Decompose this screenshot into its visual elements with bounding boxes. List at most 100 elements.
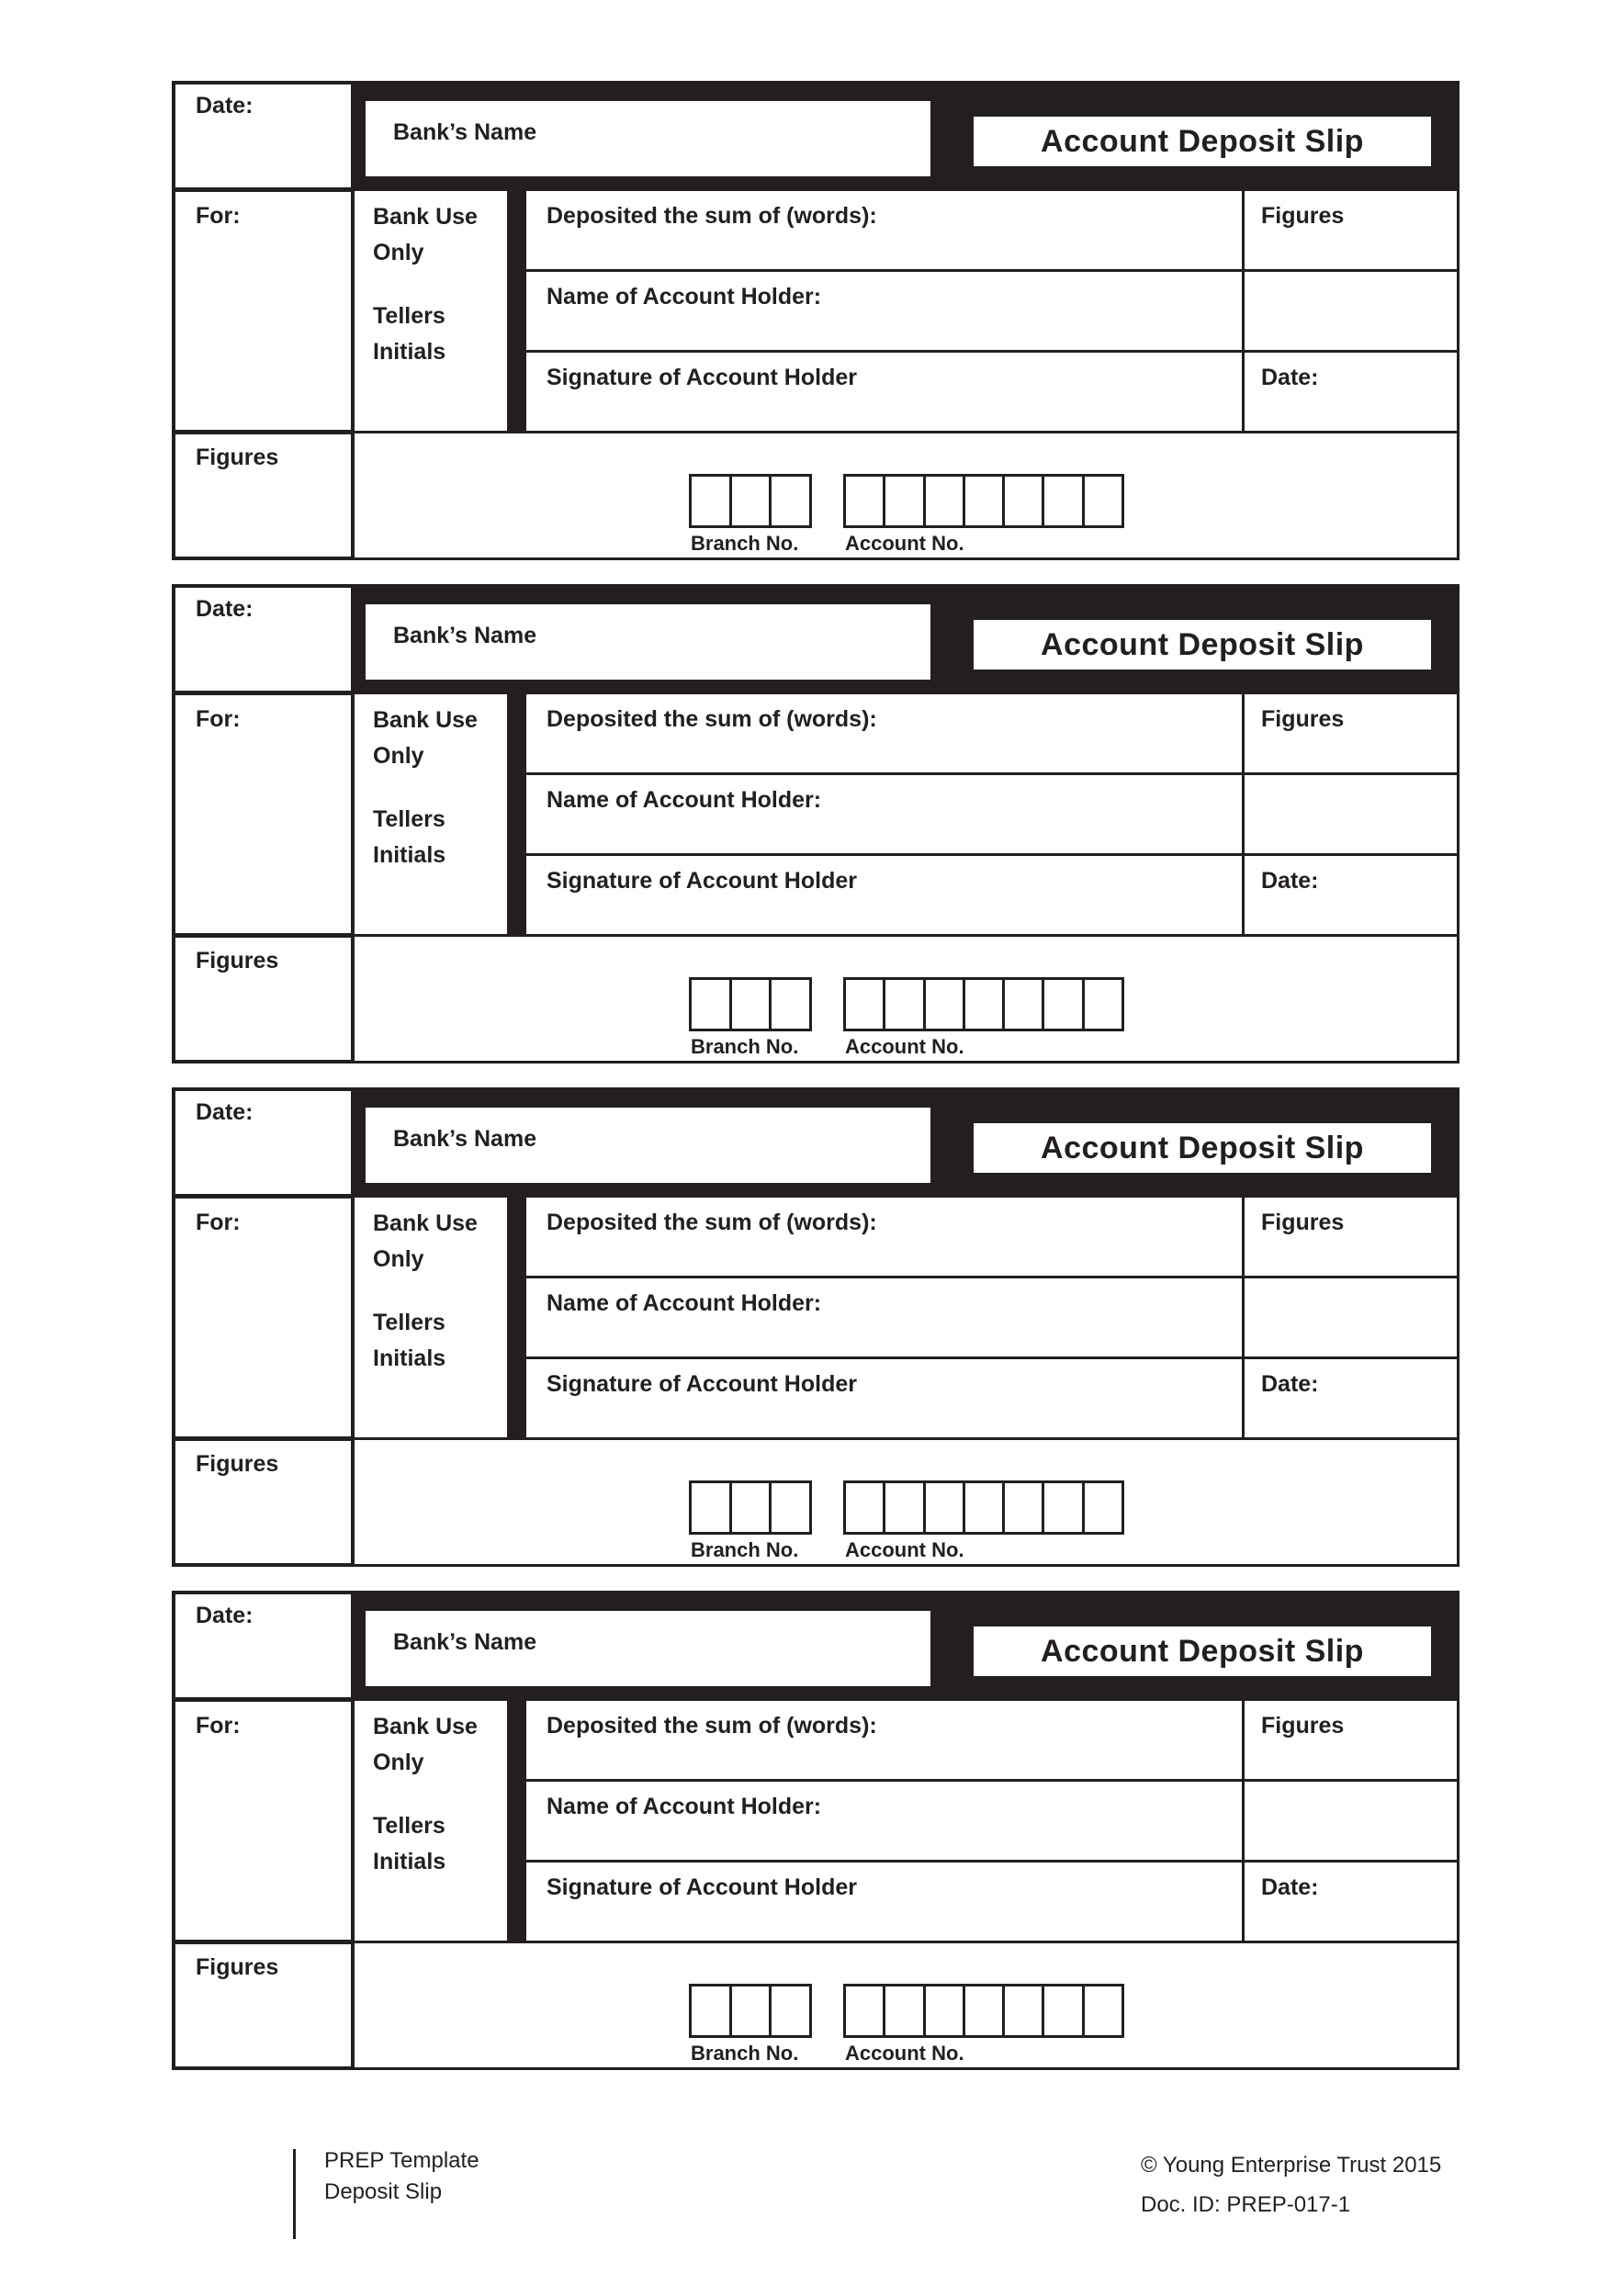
slip-title-box: Account Deposit Slip: [974, 117, 1431, 166]
account-holder-name-field: Name of Account Holder:: [526, 1278, 1242, 1356]
footer-template-info: PREP Template Deposit Slip: [324, 2145, 479, 2208]
slip-title: Account Deposit Slip: [1041, 1130, 1364, 1165]
slips-container: Date: Bank’s Name Account Deposit Slip F…: [172, 81, 1460, 2094]
bank-use-only-label: Bank Use Only: [355, 694, 507, 774]
slip-title: Account Deposit Slip: [1041, 1633, 1364, 1669]
signature-label: Signature of Account Holder: [547, 365, 857, 390]
slip-title-box: Account Deposit Slip: [974, 620, 1431, 670]
bank-use-only-label: Bank Use Only: [355, 1701, 507, 1781]
number-cell: [1044, 980, 1082, 1029]
number-cell: [885, 1986, 923, 2035]
number-cell: [964, 1483, 1003, 1532]
number-cell: [1005, 477, 1043, 525]
bank-use-line: Bank Use: [373, 204, 478, 230]
fields-grid: Deposited the sum of (words): Figures Na…: [524, 188, 1460, 433]
footer-template-name: PREP Template: [324, 2148, 479, 2173]
signature-date-field: Date:: [1245, 1863, 1457, 1941]
deposited-sum-field: Deposited the sum of (words):: [526, 191, 1242, 269]
bank-name-label: Bank’s Name: [393, 1629, 537, 1655]
branch-number-cells: [689, 1480, 812, 1535]
date-label: Date:: [196, 596, 254, 622]
deposit-slip: Date: Bank’s Name Account Deposit Slip F…: [172, 584, 1460, 1064]
bank-use-only-box: Bank Use Only Tellers Initials: [352, 692, 510, 937]
tellers-line: Tellers: [373, 806, 445, 832]
figures-header-field: Figures: [1245, 1198, 1457, 1276]
tellers-line: Tellers: [373, 1813, 445, 1839]
deposit-slip: Date: Bank’s Name Account Deposit Slip F…: [172, 1087, 1460, 1567]
number-cell: [731, 1986, 770, 2035]
number-cell: [885, 980, 923, 1029]
figures-bottom-label: Figures: [196, 1451, 279, 1477]
number-cell: [772, 1483, 809, 1532]
tellers-line: Tellers: [373, 303, 445, 329]
tellers-initials-label: Tellers Initials: [355, 1305, 507, 1377]
date-field-box: Date:: [172, 584, 355, 694]
branch-no-label: Branch No.: [691, 1538, 799, 1561]
bank-use-line: Bank Use: [373, 707, 478, 733]
divider-strip: [510, 1698, 526, 1943]
number-cell: [1084, 477, 1121, 525]
figures-bottom-box: Figures: [172, 1437, 355, 1567]
deposit-slip: Date: Bank’s Name Account Deposit Slip F…: [172, 1591, 1460, 2070]
figures-header-field: Figures: [1245, 191, 1457, 269]
date-field-box: Date:: [172, 1591, 355, 1701]
account-no-label: Account No.: [845, 2042, 964, 2065]
divider-strip: [510, 188, 526, 433]
number-cell: [925, 1986, 963, 2035]
bank-name-box: Bank’s Name: [366, 101, 930, 176]
bank-use-line: Bank Use: [373, 1210, 478, 1236]
account-number-cells: [843, 474, 1124, 528]
signature-field: Signature of Account Holder: [526, 353, 1242, 431]
tellers-line: Tellers: [373, 1310, 445, 1335]
date-label: Date:: [196, 93, 254, 118]
footer-template-type: Deposit Slip: [324, 2179, 443, 2204]
deposited-sum-field: Deposited the sum of (words):: [526, 1701, 1242, 1779]
figures-bottom-label: Figures: [196, 445, 279, 470]
account-holder-name-field: Name of Account Holder:: [526, 272, 1242, 350]
figures-bottom-box: Figures: [172, 431, 355, 560]
figures-amount-field: [1245, 775, 1457, 853]
bank-use-only-box: Bank Use Only Tellers Initials: [352, 1195, 510, 1440]
deposit-slip: Date: Bank’s Name Account Deposit Slip F…: [172, 81, 1460, 560]
bank-use-line: Only: [373, 240, 424, 265]
figures-bottom-label: Figures: [196, 1954, 279, 1980]
figures-bottom-box: Figures: [172, 934, 355, 1064]
branch-number-cells: [689, 977, 812, 1031]
figures-bottom-label: Figures: [196, 948, 279, 974]
slip-title: Account Deposit Slip: [1041, 626, 1364, 662]
bank-use-only-box: Bank Use Only Tellers Initials: [352, 188, 510, 433]
account-holder-name-label: Name of Account Holder:: [547, 787, 822, 813]
bank-use-only-label: Bank Use Only: [355, 1198, 507, 1277]
number-cell: [772, 477, 809, 525]
number-cell: [1044, 1986, 1082, 2035]
figures-bottom-box: Figures: [172, 1941, 355, 2070]
deposited-sum-field: Deposited the sum of (words):: [526, 694, 1242, 772]
figures-header-field: Figures: [1245, 1701, 1457, 1779]
deposited-sum-field: Deposited the sum of (words):: [526, 1198, 1242, 1276]
bank-use-line: Bank Use: [373, 1714, 478, 1739]
number-cell: [772, 980, 809, 1029]
signature-date-field: Date:: [1245, 353, 1457, 431]
number-cell: [964, 477, 1003, 525]
number-cell: [1005, 1483, 1043, 1532]
signature-label: Signature of Account Holder: [547, 1874, 857, 1900]
tellers-line: Initials: [373, 339, 446, 365]
bank-name-box: Bank’s Name: [366, 1108, 930, 1183]
number-cell: [1044, 1483, 1082, 1532]
number-cell: [846, 980, 884, 1029]
number-cell: [885, 477, 923, 525]
number-cell: [692, 1986, 729, 2035]
number-cell: [1084, 980, 1121, 1029]
number-cell: [731, 980, 770, 1029]
number-cell: [1044, 477, 1082, 525]
number-cell: [692, 1483, 729, 1532]
fields-grid: Deposited the sum of (words): Figures Na…: [524, 1698, 1460, 1943]
number-cell: [885, 1483, 923, 1532]
number-cell: [1084, 1986, 1121, 2035]
divider-strip: [510, 1195, 526, 1440]
figures-label: Figures: [1261, 706, 1345, 732]
branch-no-label: Branch No.: [691, 2042, 799, 2065]
number-cell: [925, 1483, 963, 1532]
branch-number-cells: [689, 474, 812, 528]
number-cell: [692, 980, 729, 1029]
